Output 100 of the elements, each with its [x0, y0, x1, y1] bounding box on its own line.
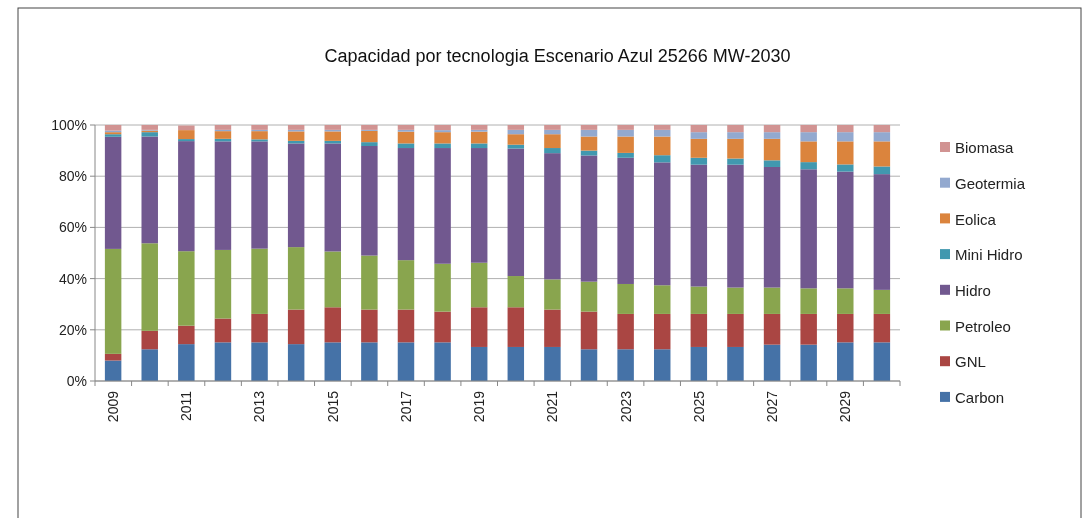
bar [214, 342, 232, 381]
bar [507, 134, 525, 145]
bar [837, 164, 854, 172]
bar [837, 342, 854, 381]
bar [763, 132, 781, 139]
bar [434, 342, 451, 381]
bar [727, 132, 744, 139]
bar [654, 125, 671, 130]
bar [617, 283, 634, 314]
bar [763, 287, 781, 314]
bar [324, 125, 341, 130]
legend-label: Geotermia [955, 174, 1026, 192]
bar [251, 141, 268, 249]
bar [690, 164, 708, 287]
bar [178, 130, 195, 140]
bar [580, 311, 598, 350]
bar [580, 136, 598, 151]
bar [580, 125, 598, 130]
bar [104, 248, 122, 354]
bar [654, 136, 671, 156]
bar [178, 344, 195, 381]
bar [287, 143, 305, 248]
bar [434, 132, 451, 144]
bar [141, 243, 158, 331]
y-tick-label: 40% [58, 270, 87, 287]
bar [690, 125, 708, 133]
bar [104, 125, 122, 131]
bar [397, 125, 415, 130]
bar [214, 318, 232, 343]
bar [580, 129, 598, 137]
bar [251, 342, 268, 381]
bar [800, 141, 817, 163]
bar [324, 307, 341, 343]
y-tick-label: 0% [66, 372, 87, 389]
bar [544, 129, 561, 135]
x-tick-label: 2019 [471, 390, 488, 423]
bar [837, 288, 854, 314]
bar [544, 309, 561, 347]
bar [873, 313, 891, 343]
bar [470, 262, 488, 308]
bar [251, 313, 268, 343]
x-tick-label: 2011 [178, 390, 195, 422]
legend-label: Petroleo [955, 317, 1011, 335]
bar [434, 130, 451, 133]
bar [434, 263, 451, 312]
bar [690, 157, 708, 165]
bar [544, 125, 561, 130]
bar [873, 174, 891, 290]
bar [654, 313, 671, 350]
y-tick-label: 100% [51, 116, 87, 133]
bar [287, 247, 305, 310]
bar [324, 143, 341, 252]
bar [873, 125, 891, 133]
bar [837, 132, 854, 142]
bar [361, 125, 378, 130]
bar [214, 141, 232, 250]
bar [544, 346, 561, 381]
bar [654, 129, 671, 137]
bar [141, 132, 158, 137]
bar [617, 152, 634, 158]
bar [507, 125, 525, 130]
chart-title: Capacidad por tecnologia Escenario Azul 25266 MW-2030 [324, 46, 791, 66]
bar [580, 281, 598, 312]
bar [800, 313, 817, 345]
bar [287, 344, 305, 381]
bar [141, 125, 158, 130]
bar [617, 349, 634, 381]
y-tick-label: 80% [58, 168, 87, 185]
bar [763, 160, 781, 167]
bar [727, 287, 744, 314]
bar [324, 131, 341, 141]
bar [397, 260, 415, 310]
bar [800, 132, 817, 142]
bar [727, 164, 744, 288]
bar [214, 131, 232, 139]
bar [727, 313, 744, 347]
bar [178, 251, 195, 326]
bar [287, 131, 305, 141]
bar [727, 125, 744, 133]
bar [690, 132, 708, 139]
bar [727, 158, 744, 165]
bar [141, 136, 158, 244]
bar [837, 171, 854, 289]
bar [654, 285, 671, 314]
bar [178, 325, 195, 345]
bar [544, 148, 561, 154]
bar [141, 330, 158, 350]
bar [837, 125, 854, 133]
bar [361, 130, 378, 143]
bar [324, 251, 341, 308]
bar [251, 248, 268, 314]
bar [617, 129, 634, 137]
bar [397, 309, 415, 343]
bar [690, 286, 708, 314]
x-tick-label: 2029 [837, 390, 854, 423]
bar [507, 144, 525, 149]
bar [178, 139, 195, 142]
bar [361, 255, 378, 310]
x-tick-label: 2023 [617, 390, 634, 423]
bar [251, 125, 268, 130]
